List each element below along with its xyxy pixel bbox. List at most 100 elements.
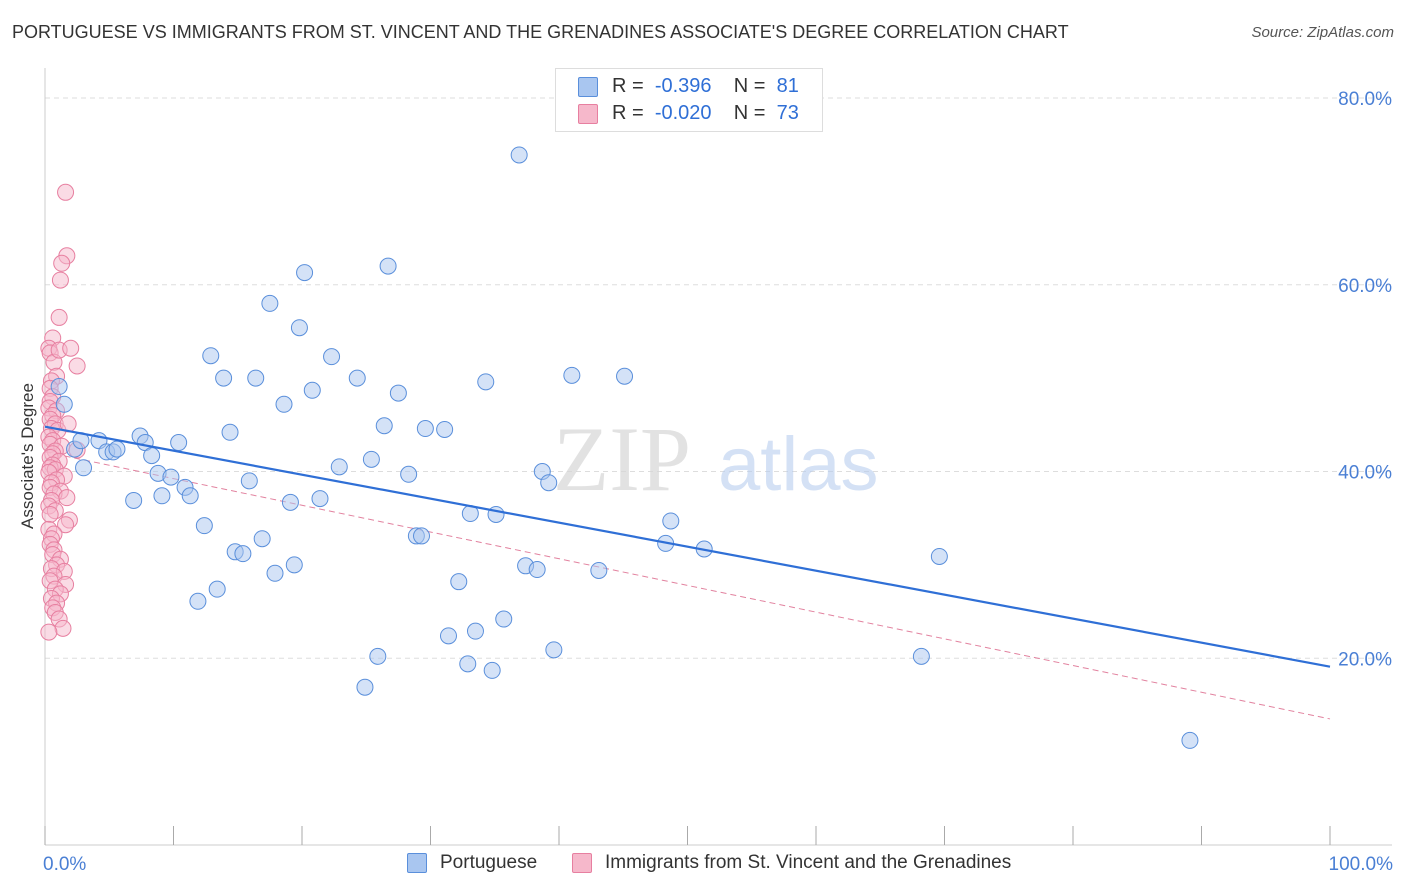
legend-r-value: -0.396 — [654, 75, 712, 97]
blue-point — [266, 564, 284, 582]
blue-point — [290, 319, 308, 337]
pink-point — [41, 505, 59, 523]
blue-point — [413, 527, 431, 545]
blue-point — [616, 367, 634, 385]
blue-point — [234, 545, 252, 563]
blue-point — [195, 517, 213, 535]
blue-point — [459, 655, 477, 673]
blue-point — [153, 487, 171, 505]
blue-point — [375, 417, 393, 435]
blue-point — [930, 547, 948, 565]
blue-point — [181, 487, 199, 505]
source-note: Source: ZipAtlas.com — [1251, 24, 1394, 41]
blue-point — [477, 373, 495, 391]
blue-point — [108, 440, 126, 458]
chart-title: PORTUGUESE VS IMMIGRANTS FROM ST. VINCEN… — [12, 22, 1069, 42]
pink-point — [50, 308, 68, 326]
y-tick-label: 40.0% — [1338, 463, 1392, 484]
blue-point — [323, 348, 341, 366]
blue-point — [662, 512, 680, 530]
legend-n-label: N = — [733, 102, 766, 124]
blue-point — [208, 580, 226, 598]
series-legend: Portuguese Immigrants from St. Vincent a… — [0, 851, 1406, 877]
stats-legend: R = -0.396 N = 81 R = -0.020 N = 73 — [555, 68, 823, 132]
pink-point — [62, 339, 80, 357]
blue-point — [281, 493, 299, 511]
blue-swatch — [407, 853, 427, 873]
pink-point — [57, 183, 75, 201]
blue-point — [162, 468, 180, 486]
watermark-atlas: atlas — [718, 422, 879, 507]
y-tick-label: 20.0% — [1338, 649, 1392, 670]
blue-point — [483, 661, 501, 679]
blue-point — [247, 369, 265, 387]
blue-point — [466, 622, 484, 640]
pink-point — [40, 623, 58, 641]
blue-point — [143, 447, 161, 465]
pink-point — [54, 619, 72, 637]
blue-point — [215, 369, 233, 387]
blue-point — [400, 465, 418, 483]
blue-trend-layer — [44, 425, 1331, 668]
pink-point — [68, 357, 86, 375]
blue-point — [275, 395, 293, 413]
blue-point — [545, 641, 563, 659]
blue-point — [1181, 731, 1199, 749]
x-tick-label: 0.0% — [43, 854, 86, 875]
pink-swatch — [572, 853, 592, 873]
blue-point — [436, 420, 454, 438]
blue-point — [439, 627, 457, 645]
blue-point — [75, 459, 93, 477]
pink-point — [51, 271, 69, 289]
blue-point — [285, 556, 303, 574]
pink-trend-layer — [44, 451, 1331, 720]
blue-point — [540, 474, 558, 492]
blue-point — [379, 257, 397, 275]
blue-point — [202, 347, 220, 365]
legend-n-label: N = — [733, 75, 766, 97]
series-name: Portuguese — [440, 852, 538, 873]
blue-point — [170, 434, 188, 452]
blue-swatch — [578, 77, 598, 97]
blue-point — [303, 381, 321, 399]
blue-point — [528, 561, 546, 579]
watermark-zip: ZIP — [553, 408, 691, 510]
watermark: ZIP atlas — [553, 408, 879, 510]
y-tick-label: 60.0% — [1338, 276, 1392, 297]
blue-point — [356, 678, 374, 696]
blue-point — [369, 647, 387, 665]
legend-r-label: R = — [612, 102, 644, 124]
series-name: Immigrants from St. Vincent and the Gren… — [605, 852, 1012, 873]
blue-point — [416, 420, 434, 438]
gridlines — [45, 97, 1392, 659]
y-tick-label: 80.0% — [1338, 89, 1392, 110]
pink-point — [53, 254, 71, 272]
blue-point — [330, 458, 348, 476]
legend-n-value: 81 — [776, 75, 799, 97]
blue-point — [296, 264, 314, 282]
pink-swatch — [578, 104, 598, 124]
pink-point — [58, 489, 76, 507]
blue-point — [55, 395, 73, 413]
tick-labels: 20.0% 40.0% 60.0% 80.0% 0.0% 100.0% — [43, 89, 1393, 875]
blue-point — [495, 610, 513, 628]
blue-point — [50, 378, 68, 396]
blue-point — [450, 573, 468, 591]
x-tick-label: 100.0% — [1329, 854, 1394, 875]
pink-trend-line — [44, 451, 1331, 720]
blue-point — [240, 472, 258, 490]
legend-r-label: R = — [612, 75, 644, 97]
blue-point — [912, 647, 930, 665]
blue-point — [348, 369, 366, 387]
blue-point — [253, 530, 271, 548]
blue-point — [311, 490, 329, 508]
blue-point — [125, 491, 143, 509]
legend-r-value: -0.020 — [654, 102, 712, 124]
blue-point — [590, 561, 608, 579]
blue-point — [362, 450, 380, 468]
blue-trend-line — [44, 425, 1331, 668]
legend-n-value: 73 — [776, 102, 799, 124]
blue-point — [189, 592, 207, 610]
blue-point — [389, 384, 407, 402]
